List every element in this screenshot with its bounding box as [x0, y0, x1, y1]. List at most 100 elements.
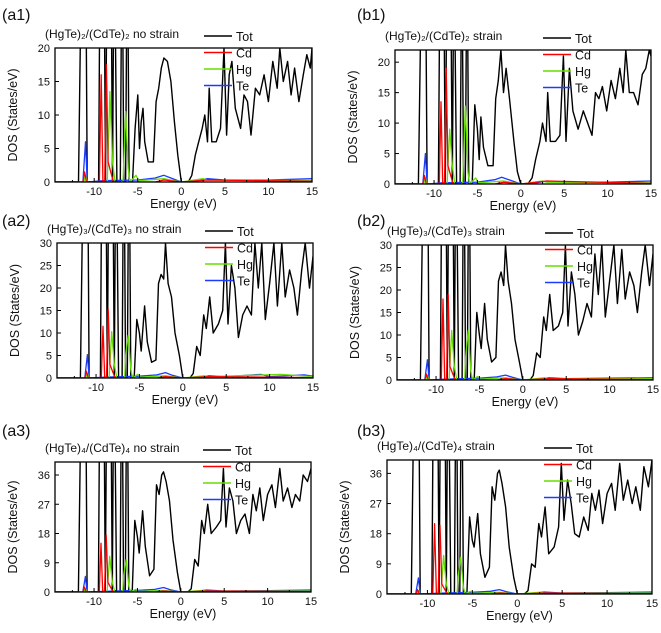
y-tick-label: 27	[370, 499, 382, 511]
series-line-hg	[397, 329, 653, 380]
y-tick-label: 27	[38, 499, 50, 511]
legend-label-tot: Tot	[576, 442, 593, 456]
y-axis-label: DOS (States/eV)	[6, 68, 20, 161]
legend-label-cd: Cd	[237, 242, 253, 256]
legend-label-cd: Cd	[236, 47, 252, 61]
plot-frame	[386, 459, 653, 595]
x-tick-label: 0	[178, 596, 184, 608]
panel-b3: (b3) -10 -5 0 5 10 15 0 9 18 27 36 Energy (eV) DOS (S…	[338, 423, 658, 623]
legend-label-cd: Cd	[576, 459, 592, 473]
y-tick-label: 9	[44, 558, 50, 570]
panel-a1: (a1) -10 -5 0 5 10 15 0 5 10 15 20 Energy (eV) DOS (S…	[2, 7, 318, 211]
x-tick-label: 10	[603, 384, 615, 396]
x-tick-label: 15	[647, 384, 659, 396]
panel-b1: (b1) -10 -5 0 5 10 15 0 5 10 15 20 Energy (eV) DOS (S…	[346, 7, 657, 213]
y-tick-label: 0	[46, 373, 52, 385]
x-tick-label: -10	[86, 596, 102, 608]
x-tick-label: -5	[133, 596, 143, 608]
x-tick-label: -5	[473, 188, 483, 200]
x-tick-label: 5	[222, 186, 228, 198]
x-tick-label: 15	[306, 186, 318, 198]
series-line-tot	[55, 48, 312, 182]
series-line-cd	[387, 522, 652, 594]
y-tick-label: 9	[376, 559, 382, 571]
panel-label: (b3)	[357, 423, 385, 440]
series-line-te	[397, 359, 653, 380]
panel-title: (HgTe)₃/(CdTe)₃ no strain	[47, 222, 181, 236]
y-tick-label: 5	[386, 353, 392, 365]
series-line-hg	[55, 555, 311, 592]
y-tick-label: 10	[378, 118, 390, 130]
legend-label-te: Te	[576, 492, 589, 506]
x-tick-label: 5	[223, 382, 229, 394]
series-line-cd	[55, 534, 311, 592]
x-tick-label: 15	[646, 598, 658, 610]
y-tick-label: 15	[40, 306, 52, 318]
panel-label: (b1)	[357, 7, 385, 24]
series-line-te	[395, 152, 651, 184]
panel-label: (a2)	[2, 213, 30, 230]
series-line-tot	[395, 50, 651, 184]
legend-label-cd: Cd	[235, 461, 251, 475]
x-axis-label: Energy (eV)	[152, 393, 219, 407]
y-tick-label: 18	[38, 529, 50, 541]
legend-label-te: Te	[237, 275, 250, 289]
x-tick-label: 0	[514, 598, 520, 610]
y-tick-label: 18	[370, 529, 382, 541]
legend-label-te: Te	[575, 82, 588, 96]
y-tick-label: 15	[378, 88, 390, 100]
series-line-hg	[387, 554, 652, 594]
plot-frame	[54, 461, 312, 593]
series-line-hg	[395, 105, 651, 184]
y-tick-label: 0	[384, 179, 390, 191]
y-axis-label: DOS (States/eV)	[8, 264, 22, 357]
x-tick-label: 10	[262, 186, 274, 198]
x-tick-label: 5	[561, 188, 567, 200]
legend-label-tot: Tot	[235, 444, 252, 458]
x-axis-label: Energy (eV)	[150, 607, 217, 621]
y-tick-label: 10	[38, 110, 50, 122]
panel-title: (HgTe)₂/(CdTe)₂ no strain	[45, 27, 179, 41]
x-tick-label: 5	[563, 384, 569, 396]
series-line-cd	[55, 64, 312, 182]
legend-label-cd: Cd	[577, 244, 593, 258]
panel-title: (HgTe)₃/(CdTe)₃ strain	[387, 224, 505, 238]
y-tick-label: 15	[380, 308, 392, 320]
x-tick-label: -10	[419, 598, 435, 610]
x-tick-label: -5	[133, 186, 143, 198]
y-tick-label: 20	[40, 283, 52, 295]
x-tick-label: -10	[428, 384, 444, 396]
x-axis-label: Energy (eV)	[486, 609, 553, 623]
x-tick-label: 15	[645, 188, 657, 200]
x-tick-label: 5	[221, 596, 227, 608]
series-line-te	[55, 141, 312, 182]
x-tick-label: -5	[475, 384, 485, 396]
plot-frame	[394, 49, 652, 185]
y-tick-label: 10	[40, 328, 52, 340]
x-tick-label: 5	[559, 598, 565, 610]
series-line-cd	[395, 67, 651, 184]
panel-title: (HgTe)₄/(CdTe)₄ strain	[377, 439, 495, 453]
x-tick-label: 15	[305, 596, 317, 608]
panel-b2: (b2) -10 -5 0 5 10 15 0 5 10 15 20 25 30 Energy (eV) DO…	[348, 213, 659, 409]
y-tick-label: 30	[380, 240, 392, 252]
x-tick-label: -10	[88, 382, 104, 394]
y-tick-label: 20	[38, 43, 50, 55]
x-axis-label: Energy (eV)	[150, 197, 217, 211]
x-tick-label: -5	[467, 598, 477, 610]
y-tick-label: 5	[384, 149, 390, 161]
y-tick-label: 25	[40, 261, 52, 273]
series-line-tot	[397, 245, 653, 380]
y-tick-label: 20	[380, 285, 392, 297]
y-axis-label: DOS (States/eV)	[348, 266, 362, 359]
panel-a2: (a2) -10 -5 0 5 10 15 0 5 10 15 20 25 30 Energy (eV) DO…	[2, 213, 319, 407]
legend-label-hg: Hg	[576, 475, 592, 489]
x-tick-label: -10	[426, 188, 442, 200]
series-line-te	[55, 575, 311, 592]
y-tick-label: 0	[376, 589, 382, 601]
legend-label-tot: Tot	[575, 32, 592, 46]
legend-label-tot: Tot	[237, 225, 254, 239]
x-tick-label: 0	[520, 384, 526, 396]
legend-label-te: Te	[235, 494, 248, 508]
